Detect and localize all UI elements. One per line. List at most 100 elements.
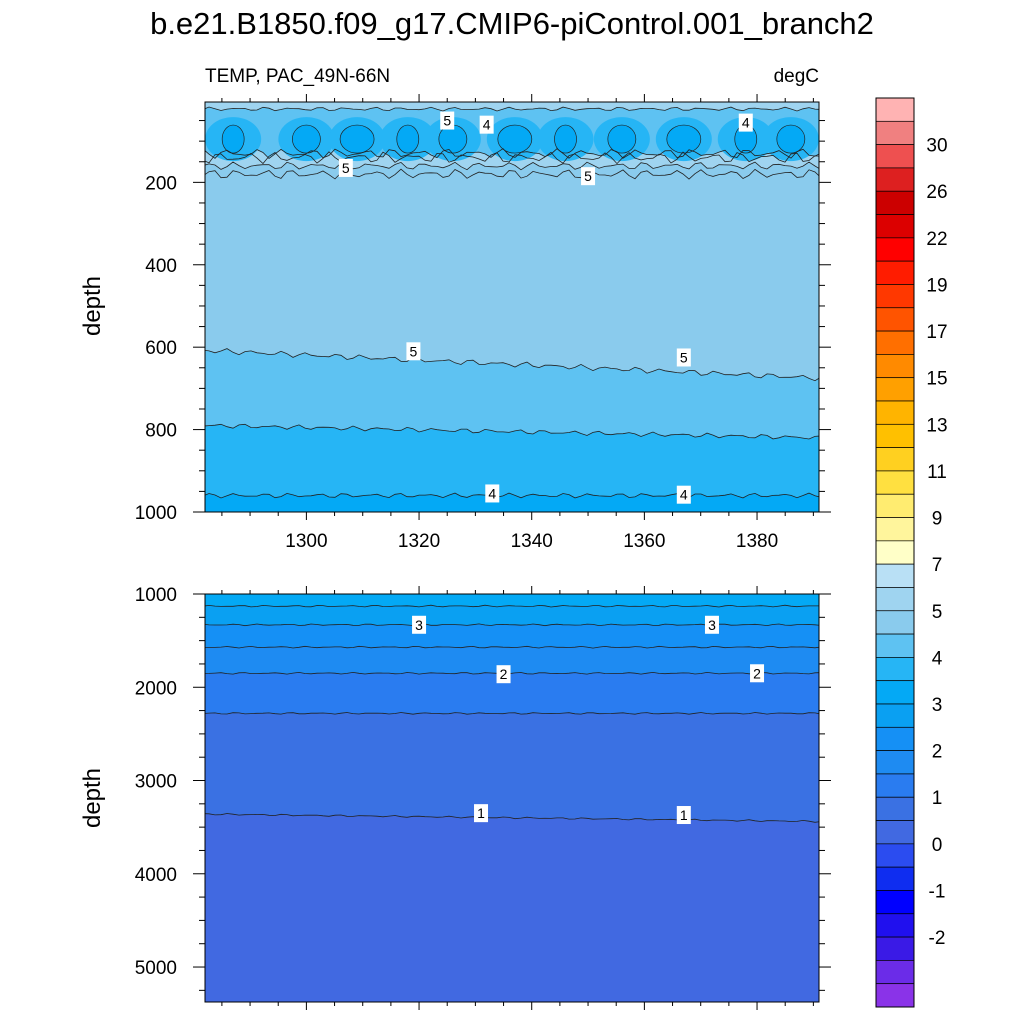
upper-contour-label: 4 xyxy=(479,115,494,134)
colorbar-label: 13 xyxy=(926,415,947,436)
chart-title: b.e21.B1850.f09_g17.CMIP6-piControl.001_… xyxy=(150,6,874,41)
upper-core-3.5 xyxy=(666,124,702,154)
colorbar-swatch xyxy=(875,563,915,588)
colorbar-label: 5 xyxy=(932,602,943,623)
x-tick-label: 1360 xyxy=(623,531,665,552)
y-tick-label: 400 xyxy=(145,256,177,277)
upper-contour-label: 5 xyxy=(581,167,596,186)
y-tick-label: 5000 xyxy=(135,958,177,979)
x-tick-label: 1340 xyxy=(511,531,553,552)
colorbar-swatch xyxy=(875,843,915,868)
colorbar-label: 3 xyxy=(932,695,943,716)
colorbar-swatch xyxy=(875,960,915,985)
upper-panel: 5 4 4 5 5 5 5 4 4 1300 1320 1340 1360 1380 200 400 600 8… xyxy=(79,94,831,552)
colorbar-label: 2 xyxy=(932,742,943,763)
lower-contour-label: 2 xyxy=(496,665,511,684)
colorbar-label: 19 xyxy=(926,275,947,296)
upper-contour-line xyxy=(205,148,819,160)
colorbar-swatch xyxy=(875,936,915,961)
lower-y-axis-label: depth xyxy=(79,768,106,828)
colorbar-swatch xyxy=(875,657,915,682)
lower-contour-line xyxy=(205,813,819,823)
colorbar-label: 7 xyxy=(932,555,943,576)
upper-band-4-deep xyxy=(205,424,819,512)
y-tick-label: 1000 xyxy=(135,585,177,606)
upper-contour-line xyxy=(205,106,819,112)
upper-core-3.5 xyxy=(497,124,533,154)
colorbar-label: 22 xyxy=(926,229,947,250)
colorbar-label: -1 xyxy=(929,881,946,902)
upper-core-3.5 xyxy=(292,124,321,154)
svg-text:4: 4 xyxy=(488,485,496,501)
colorbar-swatch xyxy=(875,587,915,612)
upper-contour-label: 5 xyxy=(406,342,421,361)
svg-text:5: 5 xyxy=(342,160,350,176)
colorbar-swatch xyxy=(875,866,915,891)
upper-plot-frame xyxy=(204,101,820,513)
upper-core-3.5 xyxy=(221,124,245,154)
colorbar-swatch xyxy=(875,284,915,309)
colorbar-swatch xyxy=(875,890,915,915)
chart-subtitle-left: TEMP, PAC_49N-66N xyxy=(205,66,390,87)
colorbar-swatch xyxy=(875,120,915,145)
lower-contour-label: 2 xyxy=(750,664,765,683)
colorbar-swatch xyxy=(875,983,915,1008)
x-tick-label: 1320 xyxy=(398,531,440,552)
colorbar-label: 17 xyxy=(926,322,947,343)
x-tick-label: 1380 xyxy=(736,531,778,552)
colorbar-swatch xyxy=(875,796,915,821)
svg-text:4: 4 xyxy=(680,487,688,503)
colorbar-label: 15 xyxy=(926,369,947,390)
colorbar-swatch xyxy=(875,447,915,472)
y-tick-label: 800 xyxy=(145,421,177,442)
colorbar-swatch xyxy=(875,237,915,262)
svg-text:3: 3 xyxy=(415,617,423,633)
colorbar-swatch xyxy=(875,377,915,402)
svg-text:4: 4 xyxy=(742,115,750,131)
colorbar-swatch xyxy=(875,167,915,192)
upper-contour-line xyxy=(205,423,819,440)
y-tick-label: 3000 xyxy=(135,772,177,793)
y-tick-label: 2000 xyxy=(135,678,177,699)
lower-contour-label: 1 xyxy=(676,806,691,825)
colorbar: 30 26 22 19 17 15 13 11 9 7 5 4 3 2 1 0 -1 -2 xyxy=(875,97,948,1008)
svg-text:2: 2 xyxy=(500,666,508,682)
colorbar-swatch xyxy=(875,400,915,425)
lower-contour-label: 3 xyxy=(412,615,427,634)
colorbar-swatch xyxy=(875,493,915,518)
colorbar-swatch xyxy=(875,913,915,938)
lower-band-6 xyxy=(205,813,819,1002)
svg-text:5: 5 xyxy=(680,349,688,365)
upper-y-axis-label: depth xyxy=(79,276,106,336)
lower-contour-line xyxy=(205,671,819,675)
colorbar-label: 4 xyxy=(932,648,943,669)
y-tick-label: 600 xyxy=(145,338,177,359)
x-tick-label: 1300 xyxy=(285,531,327,552)
upper-core-3.5 xyxy=(607,124,637,154)
colorbar-swatch xyxy=(875,330,915,355)
svg-text:5: 5 xyxy=(443,113,451,129)
colorbar-swatch xyxy=(875,307,915,332)
lower-contour-line xyxy=(205,604,819,608)
colorbar-swatch xyxy=(875,97,915,122)
upper-core-3.5 xyxy=(776,124,806,154)
colorbar-swatch xyxy=(875,470,915,495)
colorbar-swatch xyxy=(875,517,915,542)
upper-core-3.5 xyxy=(554,124,577,154)
lower-contour-line xyxy=(205,712,819,715)
colorbar-swatch xyxy=(875,750,915,775)
lower-contour-label: 3 xyxy=(704,615,719,634)
upper-contour-line xyxy=(205,492,819,499)
colorbar-label: 30 xyxy=(926,136,947,157)
chart-units: degC xyxy=(774,66,819,87)
upper-contour-line xyxy=(205,348,819,382)
lower-panel: 3 3 2 2 1 1 1000 2000 3000 4000 5000 depth xyxy=(79,585,831,1010)
upper-contour-label: 5 xyxy=(440,111,455,130)
upper-contour-label: 4 xyxy=(738,113,753,132)
svg-text:4: 4 xyxy=(483,117,491,133)
svg-text:3: 3 xyxy=(708,617,716,633)
upper-contour-label: 4 xyxy=(676,485,691,504)
upper-core-3.5 xyxy=(396,124,420,154)
colorbar-label: 1 xyxy=(932,788,943,809)
